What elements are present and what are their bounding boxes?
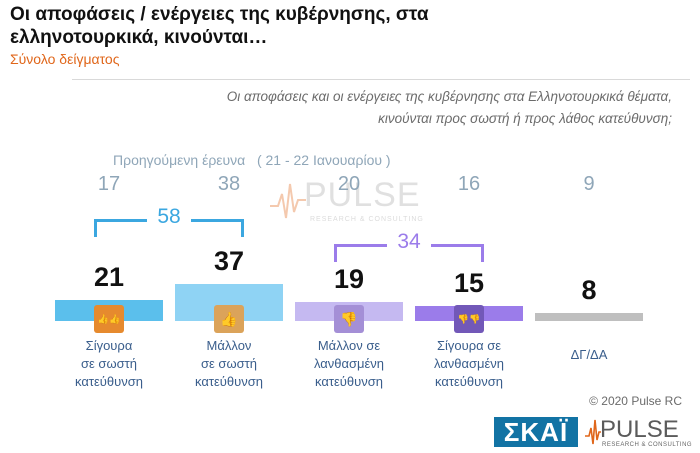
category-label: Μάλλον σε λανθασμένη κατεύθυνση [313, 338, 385, 389]
double-thumbs-down-icon: 👎👎 [454, 305, 484, 333]
category-label: ΔΓ/ΔΑ [570, 347, 608, 362]
watermark-brand: PULSE [304, 176, 421, 214]
pulse-logo-text: PULSE [600, 416, 679, 443]
previous-value: 20 [337, 173, 361, 195]
previous-survey-title: Προηγούμενη έρευνα [113, 152, 246, 168]
previous-value: 16 [457, 173, 481, 195]
previous-survey-date: ( 21 - 22 Ιανουαρίου ) [256, 152, 391, 168]
pulse-watermark: PULSE RESEARCH & CONSULTING [268, 172, 438, 232]
bar-value-label: 21 [93, 262, 125, 292]
watermark-tagline: RESEARCH & CONSULTING [310, 216, 424, 223]
bracket-value-0: 58 [147, 205, 191, 229]
bar-value-label: 8 [581, 275, 597, 305]
category-label: Σίγουρα σε σωστή κατεύθυνση [75, 338, 143, 389]
category-label: Μάλλον σε σωστή κατεύθυνση [195, 338, 263, 389]
bar-value-label: 15 [453, 268, 485, 298]
category-label: Σίγουρα σε λανθασμένη κατεύθυνση [433, 338, 505, 389]
previous-value: 17 [97, 173, 121, 195]
bracket-value-1: 34 [387, 230, 431, 254]
previous-value: 9 [583, 173, 595, 195]
survey-question: Οι αποφάσεις και οι ενέργειες της κυβέρν… [112, 86, 672, 130]
double-thumbs-up-icon: 👍👍 [94, 305, 124, 333]
question-line-1: Οι αποφάσεις και οι ενέργειες της κυβέρν… [226, 89, 672, 104]
question-line-2: κινούνται προς σωστή ή προς λάθος κατεύθ… [378, 111, 672, 126]
skai-logo: ΣΚΑΪ [494, 417, 578, 447]
chart-subtitle: Σύνολο δείγματος [10, 51, 120, 67]
bar-value-label: 37 [213, 246, 245, 276]
copyright-text: © 2020 Pulse RC [589, 394, 682, 408]
previous-survey-label: Προηγούμενη έρευνα ( 21 - 22 Ιανουαρίου … [113, 152, 391, 168]
thumb-down-icon: 👎 [334, 305, 364, 333]
divider [72, 79, 690, 80]
pulse-logo-tagline: RESEARCH & CONSULTING [602, 442, 693, 448]
pulse-logo: PULSE RESEARCH & CONSULTING [584, 414, 694, 452]
chart-title: Οι αποφάσεις / ενέργειες της κυβέρνησης,… [10, 4, 429, 48]
previous-value: 38 [217, 173, 241, 195]
pulse-wave-icon [585, 419, 601, 445]
pulse-wave-icon [270, 183, 306, 219]
thumb-up-icon: 👍 [214, 305, 244, 333]
bar-value-label: 19 [333, 264, 365, 294]
bar-4 [535, 313, 643, 321]
